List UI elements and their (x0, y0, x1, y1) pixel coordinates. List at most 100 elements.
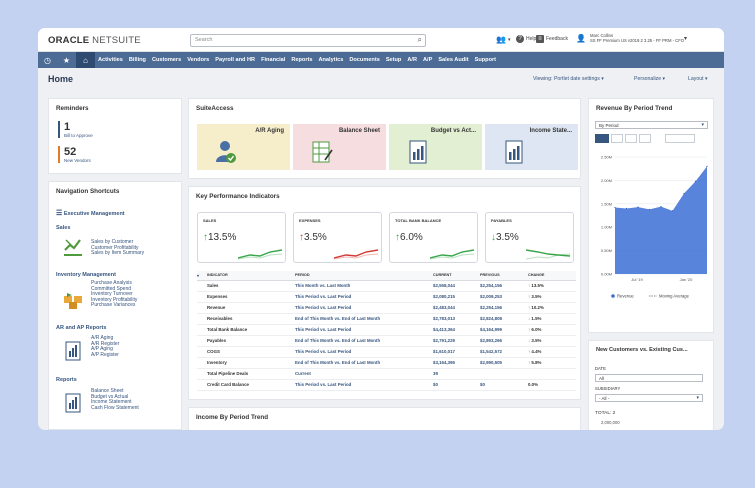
kpi-tile[interactable]: EXPENSES ↑3.5% (293, 212, 382, 263)
home-icon[interactable]: ⌂ (76, 52, 95, 68)
kpi-row[interactable]: Revenue This Period vs. Last Period $2,483… (197, 302, 576, 314)
shortcut-link[interactable]: Customer Profitability (91, 244, 139, 251)
bar-chart-icon[interactable] (639, 134, 651, 143)
date-select[interactable]: All (595, 374, 703, 382)
shortcut-link[interactable]: Purchase Analysis (91, 280, 132, 286)
kpi-row[interactable]: Receivables End of This Month vs. End of … (197, 313, 576, 325)
kpi-row[interactable]: Total Bank Balance This Period vs. Last P… (197, 324, 576, 336)
kpi-period[interactable]: This Month vs. Last Month (295, 280, 433, 292)
shortcut-link[interactable]: Budget vs Actual (91, 393, 129, 400)
kpi-current[interactable]: $4,413,364 (433, 324, 480, 336)
kpi-current[interactable]: $2,080,215 (433, 291, 480, 303)
kpi-current[interactable]: $3,164,395 (433, 357, 480, 369)
feedback-link[interactable]: ≡ Feedback (536, 35, 568, 43)
shortcut-link[interactable]: Inventory Turnover (91, 291, 133, 298)
kpi-period[interactable]: This Period vs. Last Period (295, 302, 433, 314)
reminder-new-vendors[interactable]: 52 New Vendors (58, 146, 91, 163)
portlet-date-settings[interactable]: Viewing: Portlet date settings ▾ (533, 76, 604, 82)
executive-management-link[interactable]: ☰ Executive Management (56, 210, 125, 217)
kpi-row[interactable]: Payables End of This Month vs. End of Las… (197, 335, 576, 347)
nav-support[interactable]: Support (474, 57, 497, 63)
shortcut-link[interactable]: A/R Aging (91, 335, 114, 341)
shortcut-link[interactable]: Cash Flow Statement (91, 404, 139, 411)
subsidiary-select[interactable]: - All - ▾ (595, 394, 703, 402)
kpi-period[interactable]: This Period vs. Last Period (295, 379, 433, 391)
kpi-previous[interactable] (480, 368, 528, 380)
kpi-previous[interactable]: $2,893,266 (480, 335, 528, 347)
shortcut-link[interactable]: Purchase Variances (91, 302, 136, 309)
kpi-period[interactable]: This Period vs. Last Period (295, 324, 433, 336)
shortcut-link[interactable]: Income Statement (91, 399, 132, 406)
kpi-period[interactable]: End of This Month vs. End of Last Month (295, 313, 433, 325)
suiteaccess-tile[interactable]: Budget vs Act... (389, 124, 482, 170)
kpi-period[interactable]: This Period vs. Last Period (295, 291, 433, 303)
nav-analytics[interactable]: Analytics (318, 57, 344, 63)
kpi-previous[interactable]: $2,009,253 (480, 291, 528, 303)
recent-records-icon[interactable]: 👥 ▾ (496, 35, 511, 44)
user-menu[interactable]: Marc Collins SS FF Premium US v2019.2 3.2… (590, 33, 685, 43)
kpi-previous[interactable]: $0 (480, 379, 528, 391)
nav-sales-audit[interactable]: Sales Audit (438, 57, 469, 63)
kpi-previous[interactable]: $4,164,999 (480, 324, 528, 336)
nav-customers[interactable]: Customers (151, 57, 182, 63)
kpi-row[interactable]: Sales This Month vs. Last Month $2,558,044… (197, 280, 576, 292)
user-avatar-icon[interactable]: 👤 (576, 34, 586, 43)
kpi-previous[interactable]: $2,990,505 (480, 357, 528, 369)
kpi-current[interactable]: $2,783,013 (433, 313, 480, 325)
nav-financial[interactable]: Financial (261, 57, 286, 63)
nav-a-r[interactable]: A/R (407, 57, 417, 63)
star-icon[interactable]: ★ (62, 55, 71, 65)
shortcut-link[interactable]: Balance Sheet (91, 388, 124, 394)
kpi-current[interactable]: 39 (433, 368, 480, 380)
netsuite-logo[interactable]: ORACLE NETSUITE (48, 35, 141, 46)
revenue-period-select[interactable]: By Period ▾ (595, 121, 708, 129)
kpi-period[interactable]: End of This Month vs. End of Last Month (295, 335, 433, 347)
kpi-row[interactable]: Expenses This Period vs. Last Period $2,08… (197, 291, 576, 303)
zoom-preview-icon[interactable] (665, 134, 695, 143)
collapse-icon[interactable]: ▾ (197, 271, 207, 281)
shortcut-link[interactable]: Committed Spend (91, 285, 132, 292)
kpi-tile[interactable]: SALES ↑13.5% (197, 212, 286, 263)
kpi-current[interactable]: $1,610,017 (433, 346, 480, 358)
global-search-input[interactable]: Search ⌕ (190, 34, 426, 47)
kpi-previous[interactable]: $1,542,572 (480, 346, 528, 358)
kpi-current[interactable]: $2,558,044 (433, 280, 480, 292)
shortcut-link[interactable]: A/P Register (91, 351, 119, 358)
nav-activities[interactable]: Activities (98, 57, 123, 63)
kpi-previous[interactable]: $2,254,156 (480, 280, 528, 292)
shortcut-link[interactable]: Sales by Item Summary (91, 250, 145, 257)
user-menu-chevron-icon[interactable]: ▾ (684, 36, 688, 42)
nav-reports[interactable]: Reports (291, 57, 313, 63)
nav-billing[interactable]: Billing (128, 57, 146, 63)
kpi-period[interactable]: This Period vs. Last Period (295, 346, 433, 358)
kpi-row[interactable]: Credit Card Balance This Period vs. Last … (197, 379, 576, 391)
kpi-previous[interactable]: $2,824,808 (480, 313, 528, 325)
reminder-bills-to-approve[interactable]: 1 Bill to Approve (58, 121, 93, 138)
layout-menu[interactable]: Layout ▾ (688, 76, 708, 82)
kpi-period[interactable]: End of This Month vs. End of Last Month (295, 357, 433, 369)
nav-a-p[interactable]: A/P (423, 57, 433, 63)
shortcut-link[interactable]: Sales by Customer (91, 239, 134, 245)
kpi-tile[interactable]: PAYABLES ↓3.5% (485, 212, 574, 263)
area-chart-icon[interactable] (595, 134, 609, 143)
kpi-row[interactable]: COGS This Period vs. Last Period $1,610,01… (197, 346, 576, 358)
kpi-current[interactable]: $2,791,229 (433, 335, 480, 347)
suiteaccess-tile[interactable]: Income State... (485, 124, 578, 170)
nav-payroll-and-hr[interactable]: Payroll and HR (215, 57, 256, 63)
shortcut-link[interactable]: A/R Register (91, 340, 120, 347)
kpi-current[interactable]: $0 (433, 379, 480, 391)
shortcut-link[interactable]: A/P Aging (91, 346, 113, 353)
nav-vendors[interactable]: Vendors (187, 57, 210, 63)
list-view-icon[interactable] (625, 134, 637, 143)
kpi-row[interactable]: Total Pipeline Deals Current 39 (197, 368, 576, 380)
recent-icon[interactable]: ◷ (44, 55, 51, 65)
kpi-previous[interactable]: $2,254,156 (480, 302, 528, 314)
kpi-current[interactable]: $2,483,044 (433, 302, 480, 314)
nav-setup[interactable]: Setup (385, 57, 402, 63)
kpi-row[interactable]: Inventory End of This Month vs. End of La… (197, 357, 576, 369)
nav-documents[interactable]: Documents (349, 57, 380, 63)
suiteaccess-tile[interactable]: Balance Sheet (293, 124, 386, 170)
help-link[interactable]: ? Help (516, 35, 536, 43)
search-icon[interactable]: ⌕ (417, 35, 422, 44)
line-chart-icon[interactable] (611, 134, 623, 143)
